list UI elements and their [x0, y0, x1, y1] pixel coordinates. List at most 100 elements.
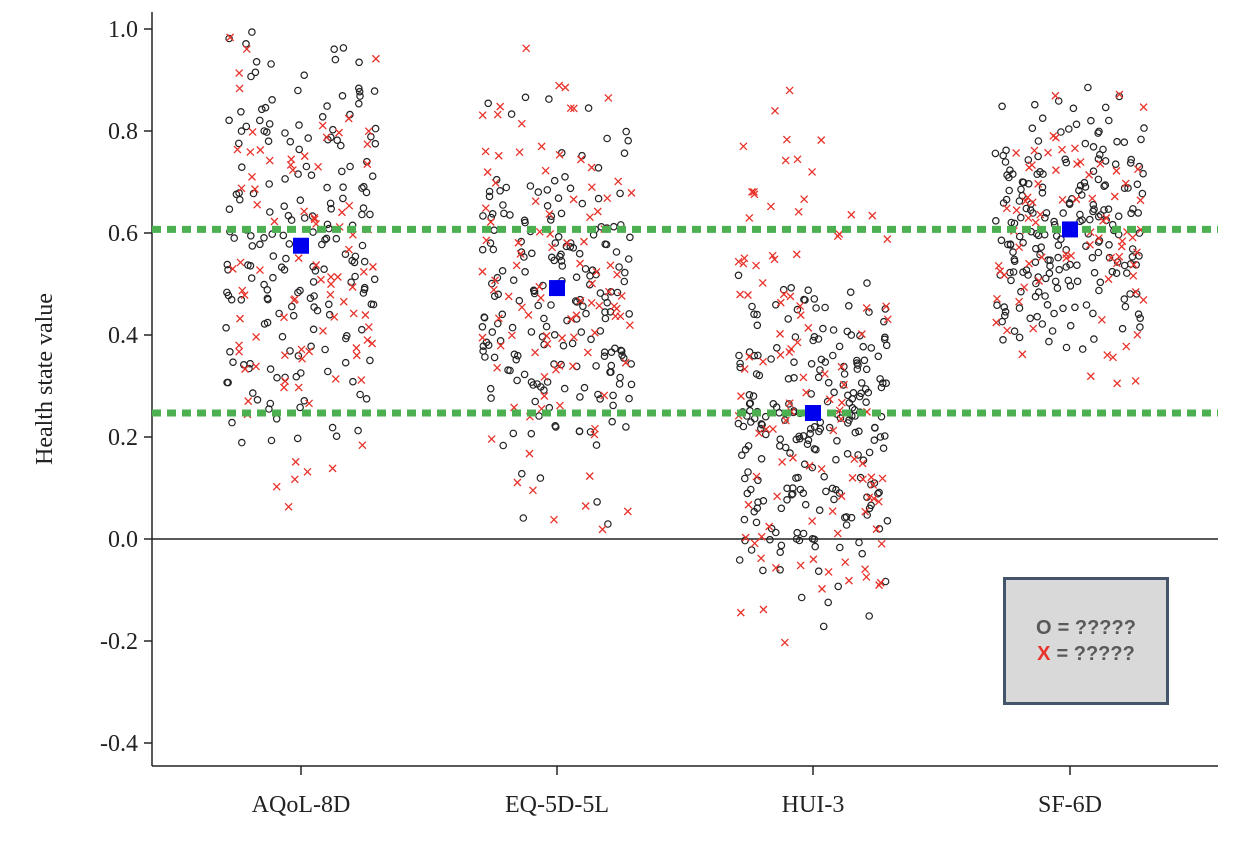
- data-point-o: [512, 355, 521, 364]
- data-point-o: [1080, 178, 1089, 187]
- data-point-o: [749, 392, 758, 400]
- data-point-o: [1045, 269, 1054, 278]
- data-point-o: [870, 423, 879, 432]
- data-point-x: [1110, 192, 1119, 201]
- data-point-o: [596, 395, 604, 403]
- data-point-x: [344, 245, 353, 254]
- data-point-o: [622, 423, 630, 431]
- data-point-o: [776, 435, 785, 444]
- data-point-x: [776, 329, 784, 338]
- data-point-x: [317, 275, 325, 284]
- data-point-x: [590, 328, 599, 337]
- y-axis-title: Health state value: [32, 293, 58, 465]
- data-point-o: [488, 210, 497, 218]
- data-point-o: [575, 427, 584, 436]
- data-point-o: [626, 233, 634, 242]
- data-point-o: [999, 335, 1007, 344]
- data-point-x: [1097, 315, 1106, 324]
- data-point-o: [1055, 265, 1064, 274]
- data-point-o: [1062, 158, 1071, 167]
- data-point-o: [1005, 186, 1014, 195]
- data-point-x: [226, 33, 235, 42]
- data-point-o: [745, 399, 754, 408]
- data-point-x: [1088, 194, 1097, 203]
- data-point-o: [1072, 120, 1081, 129]
- data-point-o: [748, 302, 756, 311]
- data-point-o: [759, 566, 767, 575]
- data-point-o: [515, 296, 524, 305]
- data-point-o: [287, 302, 296, 311]
- data-point-o: [855, 392, 864, 401]
- data-point-x: [540, 392, 549, 400]
- data-point-o: [1017, 185, 1025, 194]
- data-point-o: [317, 240, 326, 249]
- data-point-o: [1086, 215, 1094, 224]
- data-point-x: [805, 461, 814, 470]
- data-point-o: [879, 444, 888, 453]
- data-point-o: [775, 408, 784, 417]
- data-point-o: [787, 490, 796, 499]
- data-point-o: [1006, 166, 1014, 175]
- data-point-o: [487, 394, 495, 402]
- data-point-x: [348, 283, 357, 291]
- data-point-x: [246, 148, 255, 157]
- data-point-x: [1122, 342, 1131, 351]
- data-point-o: [252, 57, 261, 66]
- data-point-x: [493, 110, 502, 119]
- data-point-o: [302, 162, 311, 171]
- data-point-o: [295, 145, 304, 154]
- data-point-o: [309, 262, 317, 271]
- data-point-o: [490, 226, 498, 235]
- data-point-o: [833, 436, 841, 445]
- data-point-o: [863, 511, 872, 519]
- data-point-o: [754, 351, 762, 360]
- data-point-o: [874, 352, 883, 361]
- data-point-o: [777, 541, 786, 550]
- data-point-o: [776, 548, 785, 557]
- data-point-x: [1028, 161, 1036, 170]
- data-point-o: [228, 418, 236, 427]
- data-point-o: [550, 330, 559, 339]
- data-point-x: [1018, 350, 1027, 359]
- data-point-o: [278, 332, 287, 341]
- data-point-o: [1105, 241, 1113, 249]
- data-point-o: [547, 301, 555, 309]
- data-point-o: [604, 520, 612, 528]
- data-point-x: [491, 276, 500, 285]
- data-point-o: [1024, 156, 1033, 164]
- data-point-o: [736, 359, 744, 368]
- data-point-o: [870, 436, 879, 445]
- data-point-x: [545, 209, 554, 218]
- data-point-x: [512, 261, 521, 270]
- data-point-o: [508, 323, 517, 332]
- data-point-x: [593, 207, 602, 216]
- data-point-o: [1099, 145, 1107, 154]
- data-point-o: [496, 187, 504, 195]
- data-point-o: [260, 127, 269, 135]
- legend-label-o: = ?????: [1057, 617, 1136, 639]
- data-point-o: [1051, 277, 1060, 286]
- y-tick-label: -0.4: [100, 731, 138, 757]
- data-point-o: [577, 328, 586, 336]
- data-point-o: [815, 506, 824, 515]
- data-point-o: [624, 255, 633, 263]
- data-point-o: [586, 428, 595, 436]
- data-point-o: [572, 273, 581, 282]
- data-point-x: [1107, 253, 1116, 262]
- data-point-o: [1105, 116, 1113, 125]
- data-point-x: [778, 458, 787, 466]
- legend-symbol-o: O: [1036, 617, 1052, 639]
- data-point-x: [993, 294, 1001, 303]
- data-point-x: [242, 45, 251, 53]
- data-point-x: [352, 344, 361, 352]
- data-point-o: [1084, 83, 1092, 92]
- data-point-o: [759, 496, 768, 505]
- data-point-x: [1102, 214, 1111, 222]
- data-point-o: [624, 136, 633, 145]
- data-point-o: [1026, 314, 1035, 323]
- data-point-x: [576, 155, 585, 164]
- data-point-o: [355, 87, 364, 96]
- data-point-o: [1045, 337, 1053, 346]
- data-point-o: [321, 345, 329, 354]
- data-point-o: [828, 484, 837, 493]
